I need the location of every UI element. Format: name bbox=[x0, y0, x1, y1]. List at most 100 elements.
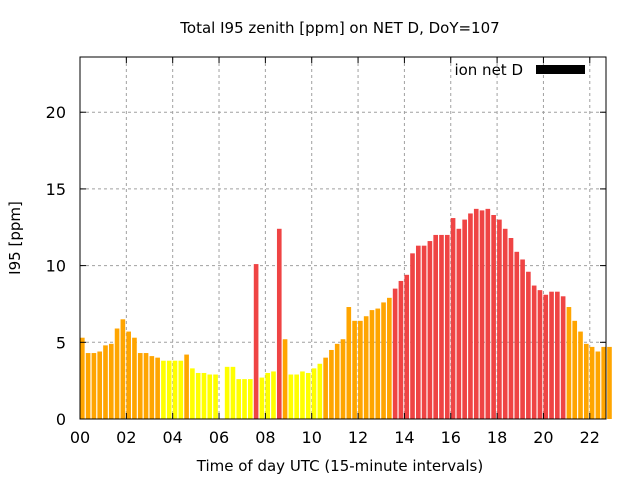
bar bbox=[311, 368, 317, 419]
x-tick-label: 10 bbox=[302, 428, 322, 447]
y-tick-label: 5 bbox=[56, 333, 66, 352]
bar bbox=[607, 346, 612, 419]
bar bbox=[346, 307, 352, 419]
bar bbox=[560, 296, 566, 419]
bar bbox=[265, 372, 271, 419]
y-axis-label: I95 [ppm] bbox=[6, 201, 24, 275]
bar bbox=[161, 360, 166, 419]
bar bbox=[468, 213, 473, 419]
x-tick-label: 18 bbox=[487, 428, 507, 447]
chart-title: Total I95 zenith [ppm] on NET D, DoY=107 bbox=[179, 19, 499, 37]
bar bbox=[108, 343, 114, 419]
bar bbox=[230, 366, 236, 419]
bar bbox=[572, 320, 578, 419]
bar bbox=[358, 320, 363, 419]
legend-swatch bbox=[536, 65, 585, 74]
y-tick-label: 20 bbox=[46, 103, 66, 122]
bar bbox=[398, 280, 404, 419]
bar bbox=[485, 208, 491, 419]
bar bbox=[294, 374, 299, 419]
bar bbox=[317, 363, 323, 419]
bar bbox=[566, 307, 572, 419]
bar bbox=[201, 372, 207, 419]
bars bbox=[80, 208, 612, 419]
bar bbox=[132, 337, 137, 419]
bar bbox=[543, 294, 549, 419]
bar bbox=[450, 218, 456, 419]
bar bbox=[508, 238, 514, 419]
bar bbox=[91, 353, 97, 419]
bar bbox=[473, 208, 479, 419]
bar bbox=[526, 271, 531, 419]
bar bbox=[80, 337, 85, 419]
bar bbox=[184, 354, 189, 419]
bar bbox=[329, 349, 334, 419]
x-tick-label: 04 bbox=[163, 428, 183, 447]
bar bbox=[352, 320, 357, 419]
bar bbox=[514, 251, 520, 419]
bar bbox=[207, 374, 213, 419]
legend: ion net D bbox=[454, 61, 585, 79]
bar bbox=[213, 374, 218, 419]
bar bbox=[421, 245, 427, 419]
bar bbox=[97, 351, 103, 419]
bar bbox=[247, 379, 253, 419]
bar bbox=[305, 372, 311, 419]
bar bbox=[497, 219, 502, 419]
bar bbox=[479, 210, 485, 419]
bar bbox=[323, 357, 328, 419]
bar bbox=[410, 253, 415, 419]
bar bbox=[126, 331, 131, 419]
bar bbox=[578, 331, 583, 419]
bar bbox=[392, 288, 398, 419]
x-tick-label: 22 bbox=[580, 428, 600, 447]
y-tick-label: 15 bbox=[46, 180, 66, 199]
bar bbox=[103, 345, 108, 419]
bar bbox=[137, 353, 143, 419]
bar bbox=[375, 308, 381, 419]
bar bbox=[300, 371, 305, 419]
bar bbox=[462, 219, 467, 419]
bar bbox=[363, 316, 369, 419]
bar bbox=[369, 310, 375, 419]
bar bbox=[114, 328, 120, 419]
x-tick-label: 16 bbox=[441, 428, 461, 447]
bar bbox=[595, 351, 601, 419]
bar bbox=[502, 228, 508, 419]
bar bbox=[155, 357, 160, 419]
bar bbox=[439, 234, 444, 419]
plot-frame bbox=[79, 56, 607, 420]
bar bbox=[236, 379, 242, 419]
bar bbox=[381, 302, 386, 419]
bar bbox=[520, 259, 525, 419]
bar bbox=[120, 319, 126, 419]
ticks: 00 02 04 06 08 10 12 14 16 18 20 22 0 5 10 15 20 bbox=[46, 57, 606, 447]
y-tick-label: 0 bbox=[56, 410, 66, 429]
bar bbox=[190, 368, 195, 419]
x-tick-label: 14 bbox=[394, 428, 414, 447]
bar bbox=[85, 353, 91, 419]
x-tick-label: 06 bbox=[209, 428, 229, 447]
bar bbox=[491, 214, 496, 419]
bar bbox=[259, 377, 265, 419]
x-tick-label: 00 bbox=[70, 428, 90, 447]
bar bbox=[444, 234, 450, 419]
x-tick-label: 08 bbox=[255, 428, 275, 447]
bar bbox=[143, 353, 149, 419]
bar bbox=[387, 297, 392, 419]
bar bbox=[276, 228, 282, 419]
bar bbox=[531, 285, 537, 419]
bar bbox=[178, 360, 184, 419]
bar bbox=[555, 291, 560, 419]
bar bbox=[242, 379, 247, 419]
x-axis-label: Time of day UTC (15-minute intervals) bbox=[196, 457, 483, 475]
bar bbox=[340, 339, 346, 419]
bar bbox=[583, 343, 589, 419]
bar bbox=[195, 372, 201, 419]
bar bbox=[282, 339, 288, 419]
bar bbox=[271, 371, 276, 419]
bar bbox=[456, 228, 462, 419]
bar bbox=[427, 241, 433, 419]
bar bbox=[288, 374, 294, 419]
